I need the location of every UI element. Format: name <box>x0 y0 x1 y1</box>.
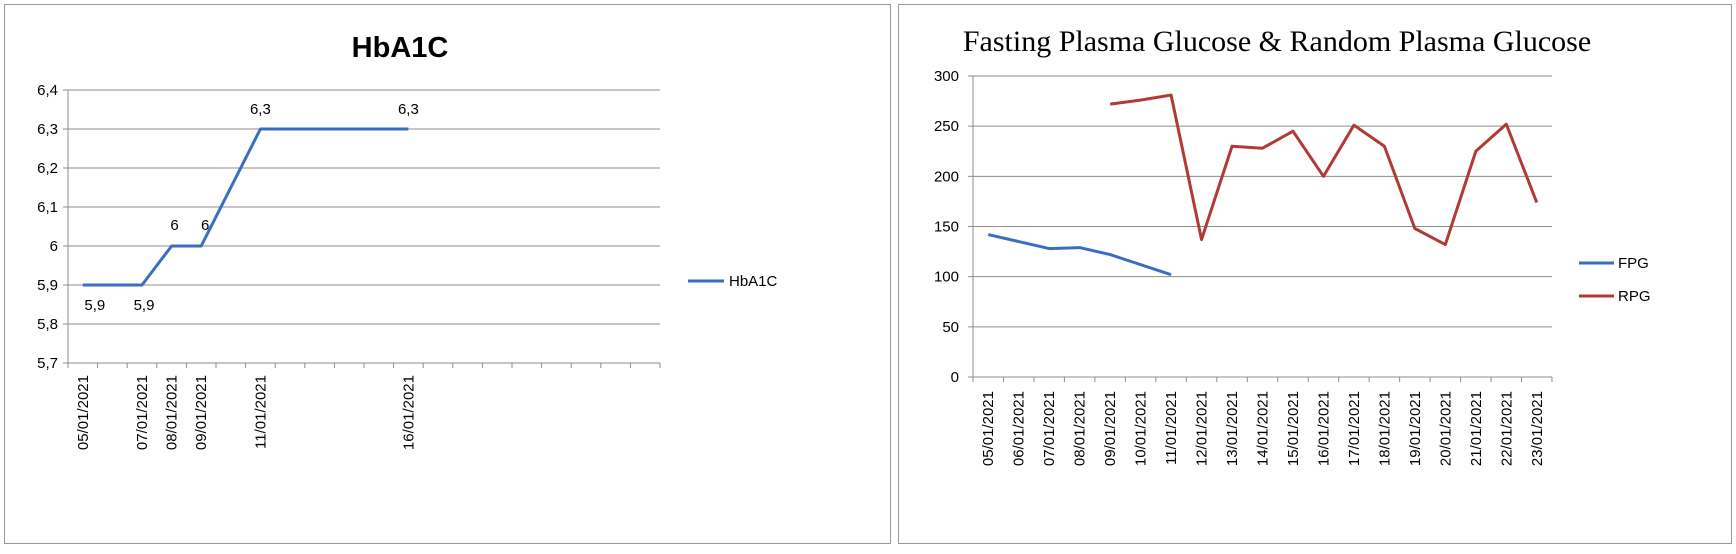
y-tick-label: 250 <box>934 118 959 135</box>
data-label: 6,3 <box>250 101 271 118</box>
series-line-rpg <box>1109 93 1539 247</box>
hba1c-chart-panel: HbA1C 5,7 5,8 5,9 6 6,1 6,2 6,3 6,4 05/01/2021 07/… <box>4 4 891 544</box>
data-label: 6,3 <box>398 101 419 118</box>
x-tick-label: 08/01/2021 <box>1072 391 1089 466</box>
x-tick-label: 11/01/2021 <box>252 375 269 449</box>
y-tick-label: 5,7 <box>37 355 58 372</box>
x-tick-label: 23/01/2021 <box>1529 391 1546 466</box>
x-tick-label: 07/01/2021 <box>134 375 151 450</box>
x-tick-label: 15/01/2021 <box>1285 391 1302 466</box>
x-tick-label: 22/01/2021 <box>1498 391 1515 466</box>
y-tick-label: 50 <box>942 319 959 336</box>
series-line-fpg <box>987 233 1172 277</box>
y-tick-label: 100 <box>934 269 959 286</box>
y-tick-label: 200 <box>934 168 959 185</box>
x-tick-label: 17/01/2021 <box>1346 391 1363 466</box>
x-tick-label: 07/01/2021 <box>1041 391 1058 466</box>
x-tick-label: 20/01/2021 <box>1437 391 1454 466</box>
y-tick-label: 150 <box>934 219 959 236</box>
y-tick-label: 6,1 <box>37 199 58 216</box>
x-tick-label: 08/01/2021 <box>164 375 181 450</box>
y-tick-label: 0 <box>951 369 959 386</box>
x-tick-label: 19/01/2021 <box>1407 391 1424 466</box>
y-tick-label: 300 <box>934 68 959 85</box>
y-tick-label: 6 <box>50 238 58 255</box>
x-tick-label: 16/01/2021 <box>1315 391 1332 466</box>
data-label: 6 <box>170 217 178 234</box>
x-tick-label: 18/01/2021 <box>1376 391 1393 466</box>
chart-title: HbA1C <box>352 32 449 64</box>
data-label: 5,9 <box>134 297 155 314</box>
x-tick-label: 10/01/2021 <box>1133 391 1150 466</box>
glucose-chart: Fasting Plasma Glucose & Random Plasma G… <box>934 25 1651 466</box>
legend-label-rpg: RPG <box>1618 288 1651 305</box>
y-tick-label: 5,9 <box>37 277 58 294</box>
hba1c-chart: HbA1C 5,7 5,8 5,9 6 6,1 6,2 6,3 6,4 05/01/2021 07/… <box>37 32 778 450</box>
x-tick-label: 13/01/2021 <box>1224 391 1241 466</box>
data-label: 6 <box>201 217 209 234</box>
x-tick-label: 05/01/2021 <box>980 391 997 466</box>
y-tick-label: 6,2 <box>37 160 58 177</box>
glucose-chart-panel: Fasting Plasma Glucose & Random Plasma G… <box>898 4 1732 544</box>
x-tick-label: 05/01/2021 <box>75 375 92 450</box>
y-tick-label: 5,8 <box>37 316 58 333</box>
x-tick-label: 11/01/2021 <box>1163 391 1180 465</box>
y-tick-label: 6,4 <box>37 82 58 99</box>
data-label: 5,9 <box>84 297 105 314</box>
x-tick-label: 16/01/2021 <box>400 375 417 450</box>
x-tick-label: 06/01/2021 <box>1011 391 1028 466</box>
x-tick-label: 21/01/2021 <box>1468 391 1485 466</box>
chart-title: Fasting Plasma Glucose & Random Plasma G… <box>963 25 1591 58</box>
x-tick-label: 09/01/2021 <box>1102 391 1119 466</box>
y-tick-label: 6,3 <box>37 121 58 138</box>
legend-label-fpg: FPG <box>1618 255 1649 272</box>
legend-label-hba1c: HbA1C <box>729 273 778 290</box>
x-tick-label: 09/01/2021 <box>193 375 210 450</box>
x-tick-label: 14/01/2021 <box>1255 391 1272 466</box>
x-tick-label: 12/01/2021 <box>1194 391 1211 466</box>
series-line-hba1c <box>82 127 409 287</box>
